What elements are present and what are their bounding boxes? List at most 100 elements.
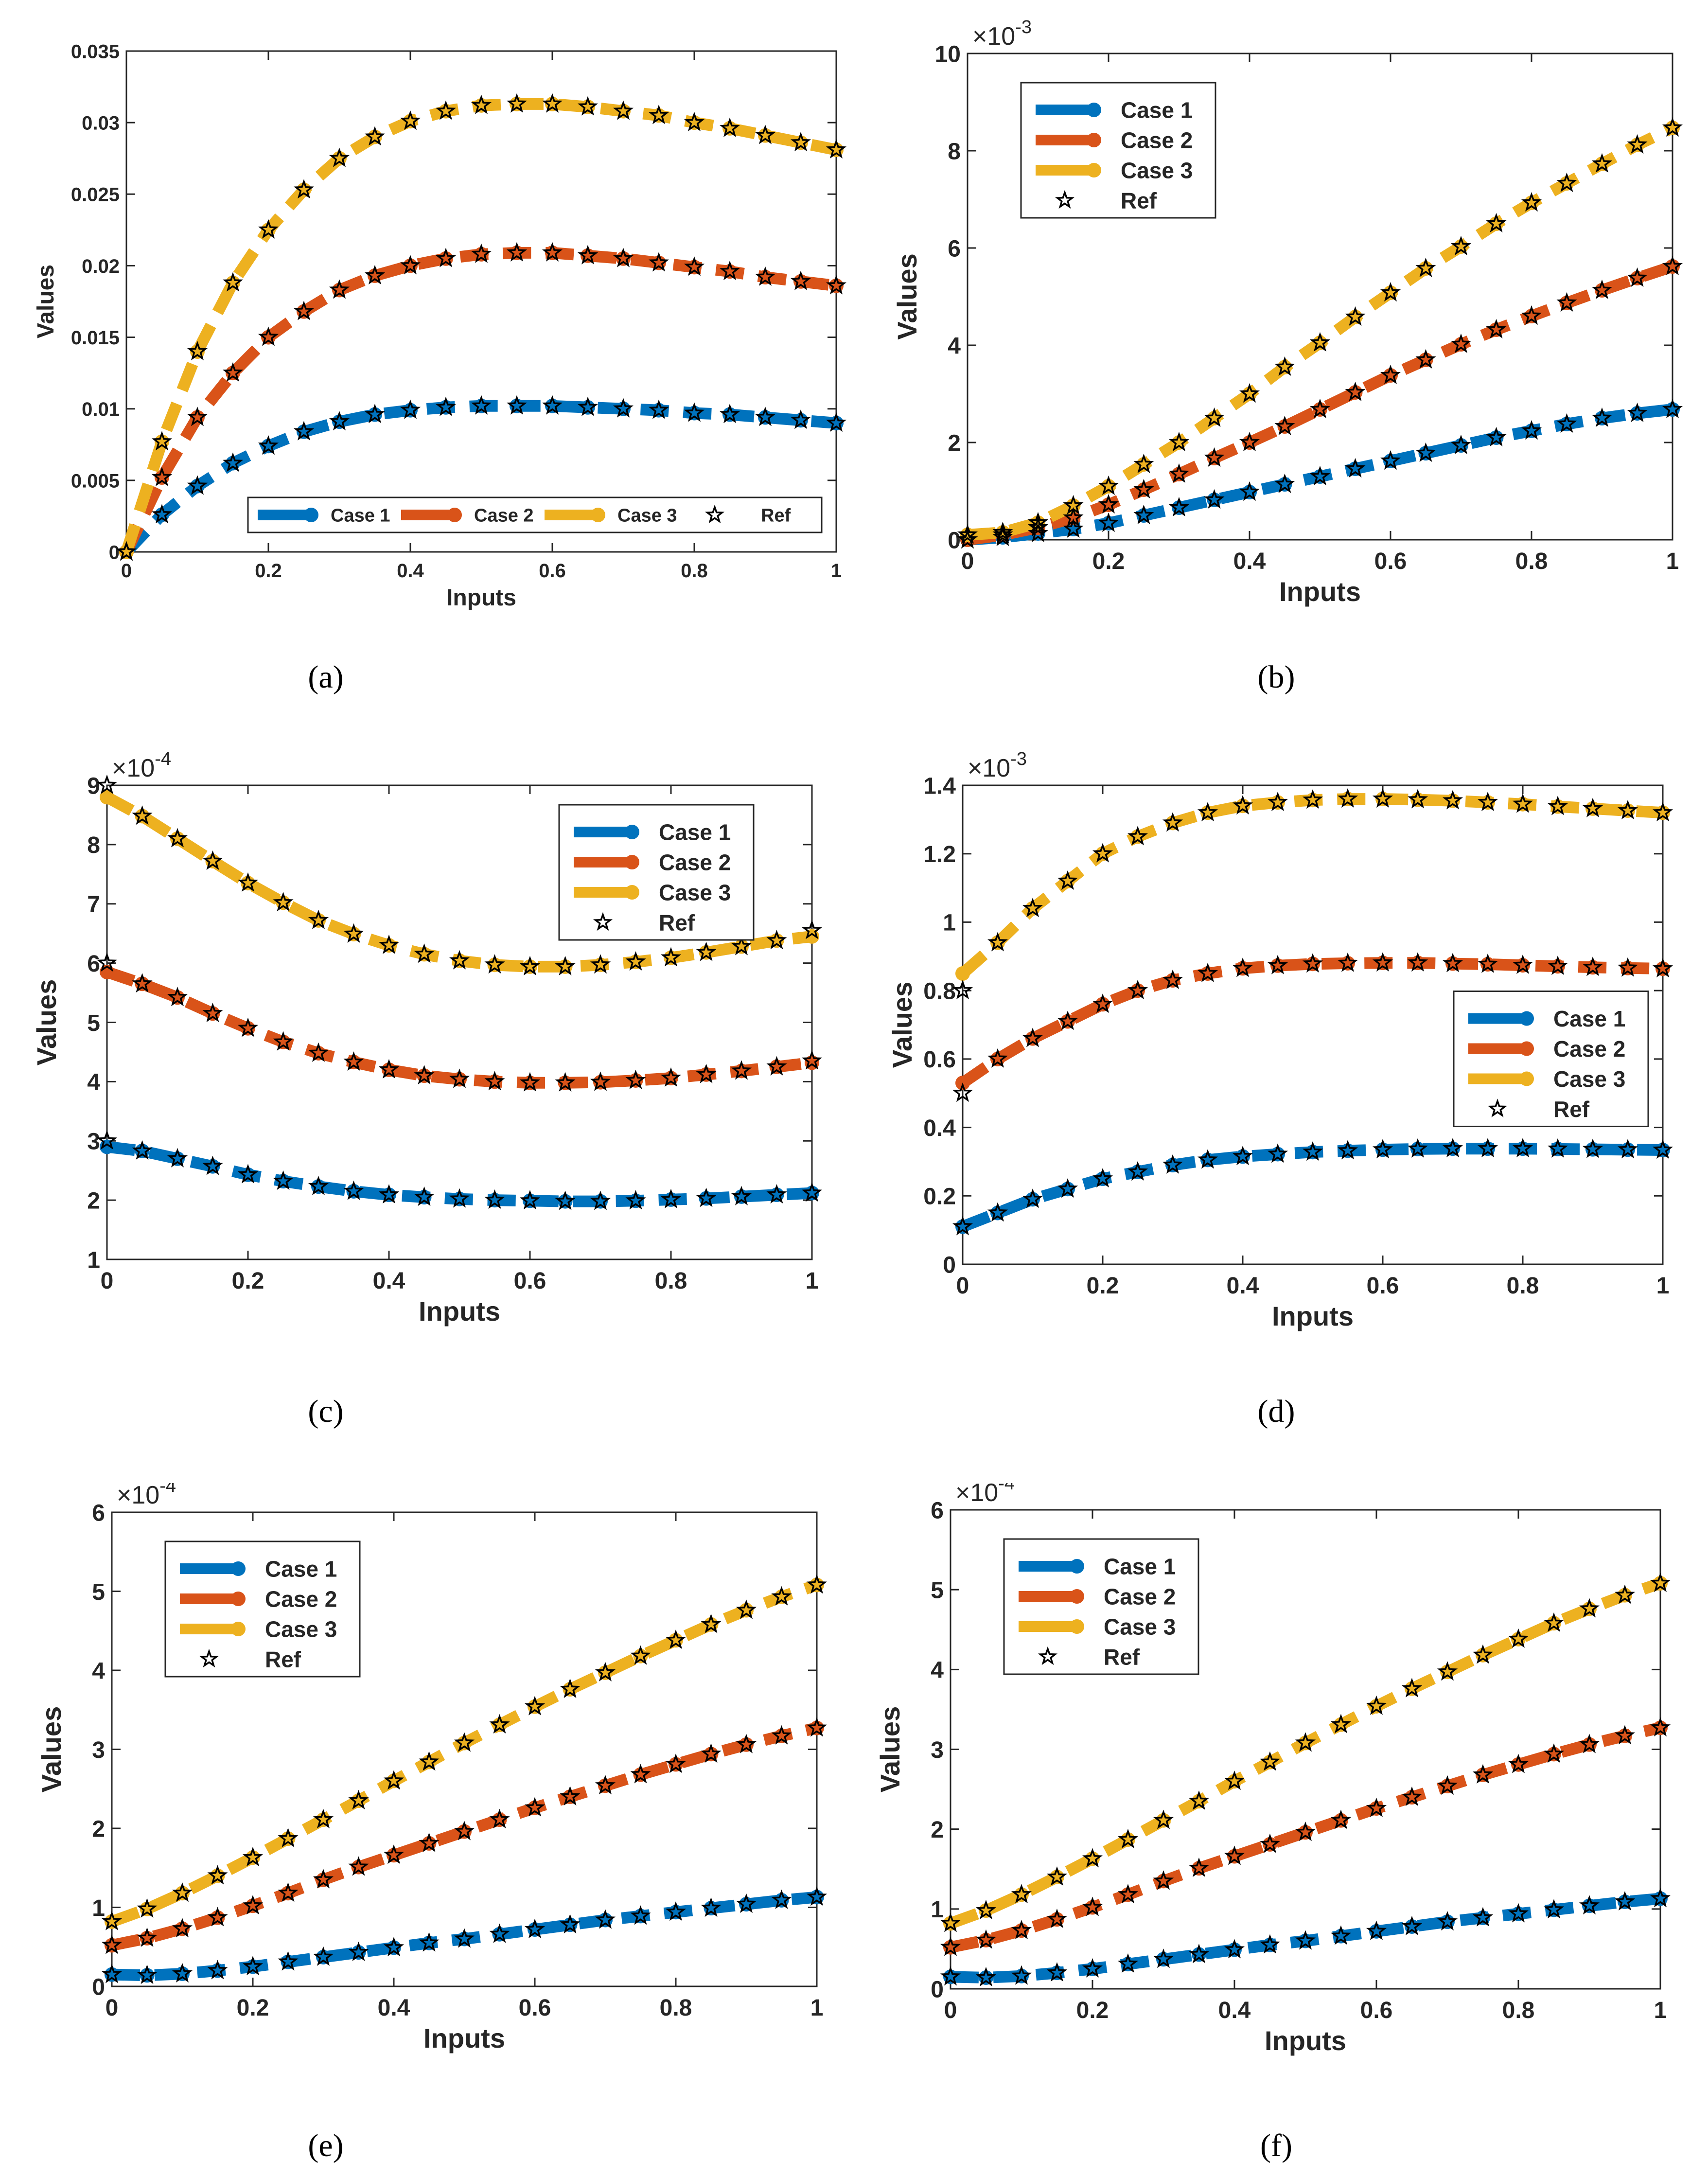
ref-star-marker [1162, 812, 1183, 832]
ref-star-marker [1486, 426, 1507, 446]
y-tick-label: 2 [87, 1188, 100, 1214]
legend-marker-case-3 [625, 885, 639, 900]
legend-label-2: Case 2 [474, 506, 534, 526]
ref-star-marker [414, 943, 435, 963]
x-tick-label: 0.8 [655, 1268, 687, 1294]
x-tick-label: 0.8 [660, 1995, 692, 2021]
ref-star-marker [1239, 383, 1260, 403]
ref-star-marker [1168, 496, 1190, 516]
ref-star-marker [1591, 153, 1613, 173]
series-line-case-2 [110, 1722, 818, 1951]
ref-star-marker [1614, 1725, 1636, 1745]
ref-star-marker [736, 1599, 757, 1619]
ref-star-marker [736, 1893, 757, 1913]
y-tick-label: 6 [931, 1498, 944, 1523]
exponent-base: ×10 [972, 22, 1015, 51]
ref-star-marker [1579, 1734, 1600, 1753]
ref-star-marker [364, 126, 386, 146]
ref-star-marker [1330, 1714, 1352, 1734]
x-tick-label: 0.6 [1374, 549, 1407, 574]
ref-star-marker [313, 1808, 334, 1829]
legend-label-3: Case 3 [265, 1617, 337, 1642]
x-tick-label: 0 [106, 1995, 119, 2021]
y-tick-label: 3 [92, 1737, 105, 1763]
legend-label-1: Case 1 [265, 1557, 337, 1582]
legend-item-3: Case 3 [1468, 1066, 1625, 1092]
ref-star-marker [1591, 407, 1613, 427]
legend-ref-star [1055, 190, 1075, 209]
legend-label-1: Case 1 [331, 506, 390, 526]
ref-star-marker [1543, 1743, 1565, 1763]
ref-star-marker [975, 1966, 997, 1986]
ref-star-marker [1372, 788, 1393, 808]
y-exponent-label: ×10-4 [955, 1483, 1015, 1507]
ref-star-marker [313, 1946, 334, 1966]
legend-marker-case-2 [447, 508, 462, 522]
x-tick-label: 0.2 [1092, 549, 1125, 574]
ref-star-marker [1259, 1751, 1281, 1771]
chart-svg-d: 0 0.2 0.4 0.6 0.8 1 0 0.2 0.4 0.6 0.8 1 1.2 1.4 ×10-3 I… [887, 749, 1673, 1331]
ref-star-marker [1022, 1188, 1043, 1208]
x-tick-label: 0.8 [681, 560, 708, 582]
ref-star-marker [1652, 802, 1673, 822]
ref-star-marker [1098, 512, 1119, 532]
legend-label-3: Case 3 [1104, 1614, 1176, 1640]
x-tick-label: 0 [956, 1273, 969, 1299]
ref-star-marker [1295, 1732, 1316, 1752]
ref-star-marker [1098, 475, 1119, 495]
y-tick-label: 2 [931, 1817, 944, 1843]
ref-star-marker [1547, 1138, 1568, 1158]
ref-star-marker [940, 1936, 961, 1956]
y-tick-label: 0.01 [82, 399, 120, 420]
legend-item-1: Case 1 [1468, 1006, 1625, 1031]
ref-star-marker [987, 1202, 1008, 1222]
ref-star-marker [378, 934, 400, 954]
y-tick-label: 0 [92, 1974, 105, 2000]
legend-item-4: Ref [199, 1647, 301, 1672]
legend-item-4: Ref [1038, 1645, 1140, 1670]
legend-label-1: Case 1 [659, 820, 731, 845]
ref-star-marker [801, 1050, 823, 1070]
exponent-base: ×10 [955, 1483, 998, 1507]
x-tick-label: 0.4 [397, 560, 424, 582]
ref-star-marker [1486, 319, 1507, 338]
x-axis-label: Inputs [419, 1296, 500, 1327]
y-tick-label: 0.03 [82, 113, 120, 134]
x-tick-label: 0.2 [1076, 1998, 1109, 2023]
ref-star-marker [1295, 1930, 1316, 1950]
ref-star-marker [625, 1190, 646, 1210]
chart-svg-c: 0 0.2 0.4 0.6 0.8 1 1 2 3 4 5 6 7 8 9 ×10-4 Inputs Values… [31, 749, 823, 1327]
x-axis-label: Inputs [423, 2023, 505, 2053]
ref-star-marker [1232, 1146, 1253, 1166]
chart-svg-b: 0 0.2 0.4 0.6 0.8 10246810×10-3InputsValuesCa… [892, 17, 1683, 607]
x-tick-label: 0.6 [539, 560, 566, 582]
y-tick-label: 6 [87, 951, 100, 977]
exponent-power: -4 [998, 1483, 1015, 1494]
caption-c: (c) [308, 1394, 344, 1429]
ref-star-marker [660, 1188, 682, 1208]
ref-star-marker [1267, 792, 1288, 812]
ref-star-marker [577, 96, 599, 116]
ref-star-marker [1127, 979, 1148, 1000]
ref-star-marker [1617, 957, 1638, 977]
ref-star-marker [1239, 481, 1260, 501]
ref-star-marker [630, 1764, 651, 1784]
x-tick-label: 0.2 [232, 1268, 264, 1294]
ref-star-marker [766, 1056, 787, 1076]
ref-star-marker [771, 1586, 792, 1606]
ref-star-marker [1415, 257, 1436, 277]
ref-star-marker [771, 1725, 792, 1745]
ref-star-marker [957, 524, 978, 544]
legend-item-4: Ref [1055, 188, 1157, 213]
ref-star-marker [524, 1797, 546, 1817]
caption-b: (b) [1257, 659, 1295, 695]
ref-star-marker [1224, 1939, 1245, 1959]
ref-star-marker [1650, 1888, 1671, 1908]
y-exponent-label: ×10-3 [968, 749, 1027, 782]
ref-star-marker [167, 828, 188, 848]
ref-star-marker [1063, 518, 1084, 538]
ref-star-marker [1508, 1628, 1529, 1648]
ref-star-marker [343, 1051, 364, 1071]
ref-star-marker [484, 1071, 505, 1091]
ref-star-marker [484, 1189, 505, 1209]
